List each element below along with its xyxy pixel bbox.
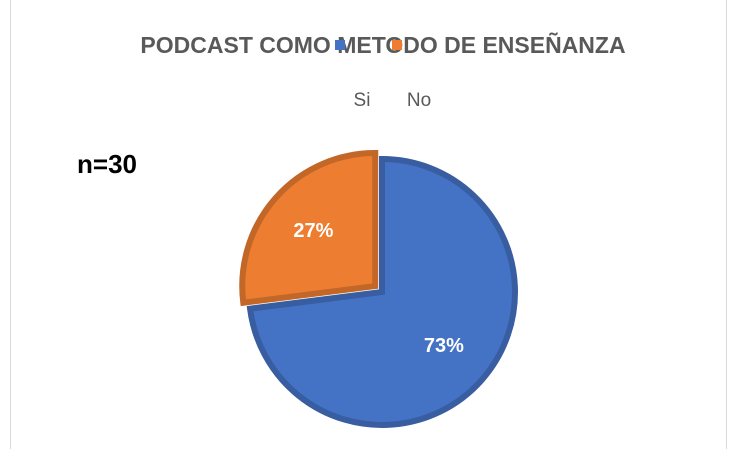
chart-title: PODCAST COMO METODO DE ENSEÑANZA [140,31,625,58]
annotation: n=30 [77,149,137,179]
legend-swatch [335,40,345,50]
pie-slice [239,150,379,307]
legend-swatch [392,40,402,50]
data-label: 73% [424,335,464,357]
legend-label: Si [354,90,371,111]
data-label: 27% [293,220,333,242]
legend-label: No [407,90,431,111]
pie-slice [246,155,518,428]
